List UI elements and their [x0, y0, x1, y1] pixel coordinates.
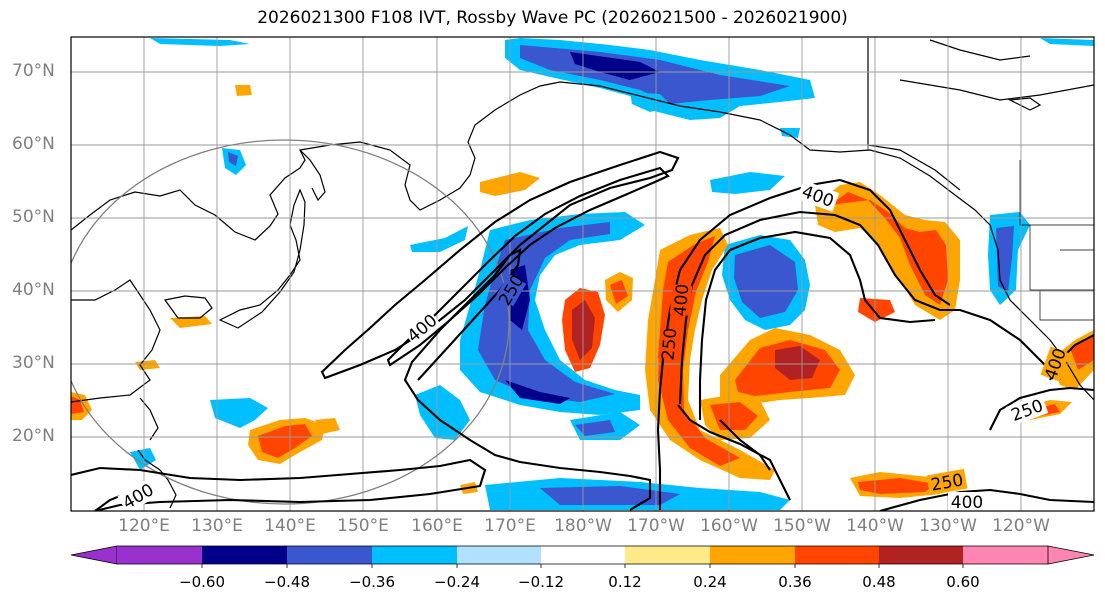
- colorbar-segment: [625, 546, 710, 564]
- lon-label: 160°W: [700, 516, 758, 536]
- colorbar-tick-marks: [201, 564, 964, 568]
- ivt-contours: [71, 150, 1094, 511]
- lat-label: 50°N: [12, 207, 55, 227]
- colorbar-tick-label: −0.36: [349, 573, 395, 591]
- colorbar-tick-label: 0.24: [693, 573, 727, 591]
- lon-label: 120°E: [118, 516, 170, 536]
- colorbar-tick-label: −0.48: [264, 573, 310, 591]
- lat-label: 40°N: [12, 280, 55, 300]
- colorbar-extend-high: [1047, 545, 1095, 565]
- colorbar-outline: [117, 545, 1048, 565]
- colorbar-segment: [541, 546, 625, 564]
- lon-label: 170°E: [484, 516, 536, 536]
- lat-label: 20°N: [12, 426, 55, 446]
- colorbar-segment: [879, 546, 963, 564]
- lon-label: 140°E: [264, 516, 316, 536]
- lon-label: 120°W: [992, 516, 1050, 536]
- colorbar-segment: [372, 546, 457, 564]
- lon-label: 150°W: [773, 516, 831, 536]
- colorbar-segment: [457, 546, 541, 564]
- contour-label: 400: [951, 493, 983, 513]
- colorbar-extend-low: [70, 545, 118, 565]
- lon-label: 180°W: [554, 516, 612, 536]
- contour-label: 250: [659, 327, 682, 361]
- colorbar-tick-label: 0.60: [946, 573, 980, 591]
- colorbar: [70, 545, 1095, 568]
- colorbar-segment: [710, 546, 795, 564]
- country-borders: [867, 38, 1094, 321]
- colorbar-segment: [287, 546, 372, 564]
- lat-label: 60°N: [12, 134, 55, 154]
- colorbar-segment: [117, 546, 202, 564]
- gridlines: [71, 37, 1094, 511]
- region-circle: [71, 139, 510, 505]
- ivt-anomaly-fill: [71, 38, 1094, 510]
- lon-label: 140°W: [846, 516, 904, 536]
- lon-label: 160°E: [411, 516, 463, 536]
- colorbar-tick-label: 0.36: [778, 573, 812, 591]
- lon-label: 150°E: [337, 516, 389, 536]
- lon-label: 130°E: [191, 516, 243, 536]
- colorbar-segment: [795, 546, 879, 564]
- colorbar-tick-label: −0.60: [179, 573, 225, 591]
- colorbar-segment: [963, 546, 1048, 564]
- colorbar-tick-label: −0.12: [518, 573, 564, 591]
- contour-label: 400: [671, 283, 694, 317]
- lon-label: 170°W: [627, 516, 685, 536]
- colorbar-segment: [202, 546, 287, 564]
- lat-label: 70°N: [12, 61, 55, 81]
- lon-label: 130°W: [919, 516, 977, 536]
- map-title: 2026021300 F108 IVT, Rossby Wave PC (202…: [257, 8, 848, 28]
- map-frame: [70, 36, 1095, 512]
- colorbar-tick-label: 0.48: [862, 573, 896, 591]
- colorbar-tick-label: −0.24: [434, 573, 480, 591]
- colorbar-tick-label: 0.12: [608, 573, 642, 591]
- lat-label: 30°N: [12, 353, 55, 373]
